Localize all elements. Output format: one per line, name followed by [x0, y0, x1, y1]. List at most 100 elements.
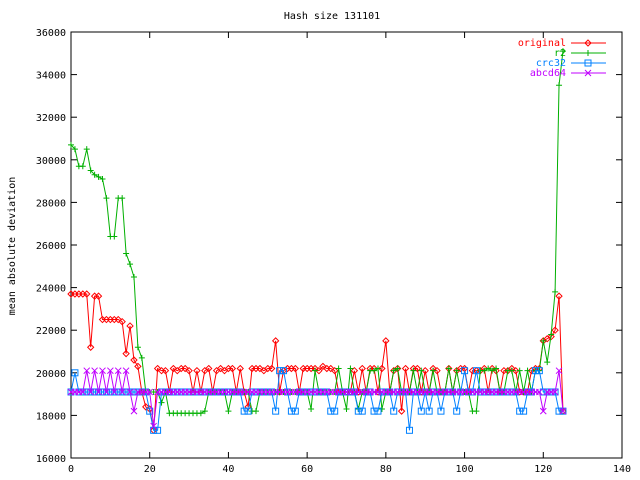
chart-title: Hash size 131101: [284, 11, 380, 22]
legend-marker-r2: [585, 50, 591, 56]
data-point-crc32: [98, 388, 106, 396]
data-point-r2: [394, 365, 401, 372]
data-point-r2: [559, 48, 566, 55]
data-point-r2: [473, 408, 480, 415]
data-point-abcd64: [114, 367, 122, 375]
data-point-r2: [390, 367, 397, 374]
data-point-original: [122, 349, 130, 358]
data-point-crc32: [150, 426, 158, 434]
data-point-r2: [445, 365, 452, 372]
data-point-original: [354, 388, 363, 396]
data-point-abcd64: [87, 388, 95, 396]
data-point-crc32: [276, 367, 284, 375]
data-point-crc32: [118, 388, 126, 396]
data-point-original: [268, 364, 276, 373]
legend-label-r2: r2: [554, 48, 566, 59]
data-point-r2: [134, 344, 141, 351]
data-point-r2: [138, 354, 145, 361]
data-point-crc32: [520, 407, 528, 415]
data-point-r2: [343, 406, 350, 413]
data-point-r2: [410, 367, 417, 374]
y-tick-label: 22000: [36, 326, 66, 337]
x-tick-label: 120: [534, 464, 552, 475]
data-point-r2: [79, 163, 86, 170]
data-point-crc32: [555, 407, 563, 415]
data-point-abcd64: [110, 388, 118, 396]
data-point-r2: [516, 367, 523, 374]
data-point-abcd64: [83, 367, 91, 375]
data-point-r2: [91, 171, 98, 178]
y-tick-label: 26000: [36, 241, 66, 252]
data-point-r2: [225, 408, 232, 415]
data-point-original: [169, 364, 178, 373]
data-point-abcd64: [91, 367, 98, 375]
data-point-crc32: [102, 388, 110, 396]
data-point-original: [330, 366, 339, 375]
data-point-abcd64: [559, 407, 567, 415]
data-point-r2: [119, 195, 126, 202]
y-tick-label: 18000: [36, 411, 66, 422]
data-point-crc32: [146, 407, 154, 415]
data-point-original: [130, 356, 138, 364]
data-point-original: [327, 364, 335, 373]
data-point-crc32: [130, 388, 138, 396]
data-point-original: [153, 364, 162, 373]
data-point-original: [181, 364, 189, 373]
data-point-crc32: [539, 388, 547, 396]
data-point-crc32: [91, 388, 99, 396]
data-point-crc32: [122, 388, 130, 396]
data-point-r2: [312, 367, 319, 374]
data-point-original: [421, 366, 429, 375]
data-point-original: [118, 317, 126, 326]
x-tick-label: 100: [456, 464, 474, 475]
series-r2: [68, 48, 566, 417]
data-point-crc32: [71, 369, 79, 377]
data-point-r2: [556, 82, 563, 89]
y-tick-label: 16000: [36, 454, 66, 465]
y-tick-label: 20000: [36, 369, 66, 380]
data-point-original: [161, 366, 170, 375]
x-axis: 0 20 40 60 80 100 120 140: [68, 32, 631, 475]
data-point-r2: [489, 367, 496, 374]
data-point-original: [547, 332, 555, 341]
data-point-r2: [111, 233, 118, 240]
data-point-r2: [552, 288, 559, 295]
y-tick-label: 34000: [36, 71, 66, 82]
x-tick-label: 80: [380, 464, 392, 475]
series-line-original: [71, 293, 564, 431]
data-point-r2: [123, 250, 130, 257]
data-point-original: [433, 366, 441, 375]
data-point-r2: [378, 406, 385, 413]
data-point-original: [350, 366, 359, 375]
data-point-abcd64: [539, 407, 547, 415]
data-point-r2: [103, 195, 110, 202]
x-tick-label: 140: [613, 464, 631, 475]
data-point-crc32: [83, 388, 91, 396]
data-point-r2: [87, 167, 94, 174]
data-point-r2: [347, 365, 354, 372]
data-point-original: [417, 388, 425, 396]
data-point-original: [216, 364, 225, 373]
data-point-original: [291, 364, 300, 373]
legend-marker-crc32: [584, 59, 592, 67]
data-point-abcd64: [551, 388, 559, 396]
data-point-crc32: [425, 407, 433, 415]
data-point-crc32: [244, 407, 252, 415]
data-point-original: [193, 366, 201, 375]
data-point-crc32: [354, 407, 362, 415]
legend-marker-original: [584, 39, 592, 47]
data-point-original: [378, 364, 386, 373]
series-line-r2: [70, 51, 564, 414]
x-tick-label: 0: [68, 464, 74, 475]
data-point-crc32: [358, 407, 366, 415]
y-axis-label: mean absolute deviation: [7, 177, 18, 315]
data-point-original: [512, 366, 520, 375]
data-point-crc32: [327, 407, 335, 415]
data-point-r2: [508, 367, 515, 374]
data-point-original: [126, 322, 134, 330]
data-point-crc32: [531, 367, 539, 375]
data-point-abcd64: [126, 388, 134, 396]
data-point-crc32: [453, 407, 461, 415]
data-point-r2: [83, 146, 90, 153]
data-point-crc32: [437, 407, 445, 415]
